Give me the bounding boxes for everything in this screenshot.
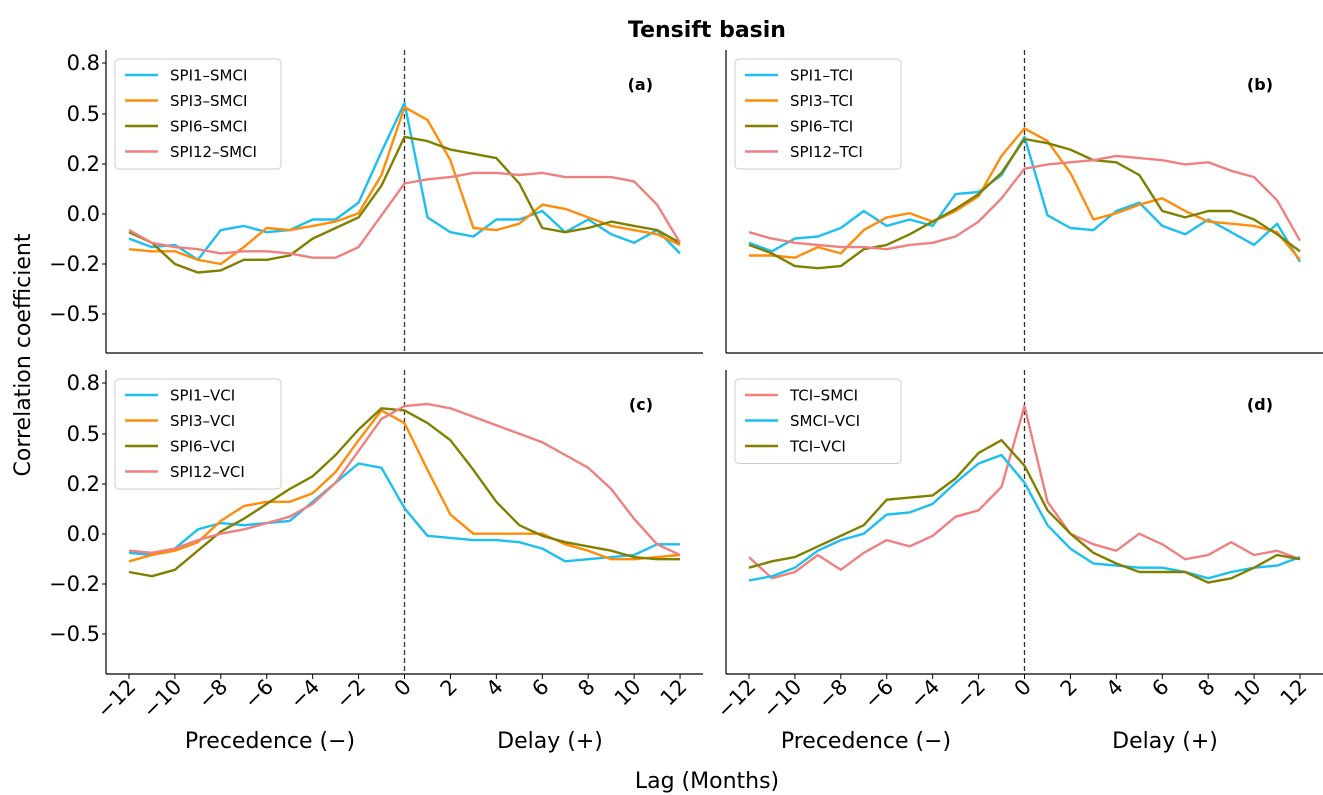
precedence-label-left: Precedence (−) — [185, 729, 355, 754]
series-line-spi12-smci — [128, 171, 682, 259]
delay-label-left: Delay (+) — [497, 729, 603, 754]
panel-label: (c) — [629, 395, 653, 414]
x-tick-label: 8 — [573, 675, 599, 701]
series-line-spi6-tci — [748, 137, 1301, 270]
series-line-spi3-tci — [749, 127, 1301, 261]
legend-entry: SPI1–TCI — [790, 67, 853, 85]
x-tick-label: 8 — [1193, 675, 1219, 701]
panel-label: (d) — [1247, 395, 1273, 414]
legend-frame — [114, 58, 282, 170]
y-tick-label: −0.2 — [49, 572, 100, 596]
x-tick-label: −2 — [951, 675, 990, 714]
y-tick-label: 0.8 — [67, 371, 100, 395]
x-tick-label: 12 — [1276, 675, 1312, 711]
y-tick-label: −0.5 — [49, 302, 100, 326]
series-line-spi3-smci — [128, 105, 681, 266]
series-line-smci-vci — [748, 453, 1301, 582]
x-tick-label: −8 — [193, 675, 232, 714]
legend-entry: SPI1–SMCI — [170, 67, 247, 85]
x-tick-label: 0 — [1010, 675, 1036, 701]
legend-entry: SPI3–TCI — [790, 92, 853, 110]
legend-entry: SPI12–VCI — [170, 463, 245, 481]
series-line-spi12-tci — [748, 154, 1302, 251]
series-line-spi12-vci — [128, 402, 681, 557]
legend-entry: TCI–SMCI — [789, 387, 858, 405]
series-line-spi3-vci — [128, 409, 681, 563]
x-tick-label: −4 — [285, 675, 324, 714]
series-line-spi1-smci — [128, 101, 681, 261]
x-tick-label: −12 — [712, 675, 760, 723]
legend-entry: SPI6–TCI — [790, 118, 853, 136]
y-tick-label: 0.8 — [67, 51, 100, 75]
x-tick-label: −12 — [92, 675, 140, 723]
x-tick-label: −4 — [905, 675, 944, 714]
series-line-spi6-vci — [128, 407, 680, 578]
x-tick-label: −8 — [813, 675, 852, 714]
legend-frame — [734, 378, 902, 464]
x-axis-label: Lag (Months) — [635, 769, 779, 794]
panel-b: SPI1–TCI SPI3–TCI SPI6–TCI SPI12–TCI (b) — [725, 50, 1323, 354]
series-line-spi1-vci — [128, 462, 680, 563]
x-tick-label: 2 — [436, 675, 462, 701]
x-tick-label: 4 — [481, 675, 507, 701]
legend: SPI1–VCI SPI3–VCI SPI6–VCI SPI12–VCI — [114, 378, 282, 490]
delay-label-right: Delay (+) — [1112, 729, 1218, 754]
panel-c: 0.80.50.20.0−0.2−0.5−12−10 −8 −6 −4 −2 0 2 4 6 8 1… — [49, 370, 703, 723]
x-tick-label: 10 — [1230, 675, 1266, 711]
series-line-tci-vci — [748, 439, 1301, 584]
y-tick-label: 0.5 — [67, 422, 100, 446]
legend-frame — [114, 378, 282, 490]
precedence-label-right: Precedence (−) — [781, 729, 951, 754]
x-tick-label: −10 — [758, 675, 806, 723]
y-tick-label: 0.0 — [67, 202, 100, 226]
legend-entry: SPI3–SMCI — [170, 92, 247, 110]
x-tick-label: 6 — [527, 675, 553, 701]
legend-entry: SPI3–VCI — [170, 412, 235, 430]
legend-entry: SPI12–TCI — [790, 143, 863, 161]
panel-label: (a) — [628, 75, 653, 94]
x-tick-label: −6 — [859, 675, 898, 714]
series-line-spi6-smci — [128, 135, 681, 274]
legend-entry: TCI–VCI — [789, 438, 846, 456]
panel-d: −12−10 −8 −6 −4 −2 0 2 4 6 8 10 12TCI–SMCISMCI–VCIT… — [712, 370, 1323, 723]
panel-label: (b) — [1247, 75, 1273, 94]
x-tick-label: 6 — [1147, 675, 1173, 701]
x-tick-label: 10 — [610, 675, 646, 711]
legend: TCI–SMCI SMCI–VCI TCI–VCI — [734, 378, 902, 464]
y-tick-label: −0.2 — [49, 252, 100, 276]
legend-entry: SPI12–SMCI — [170, 143, 257, 161]
y-tick-label: 0.2 — [67, 152, 100, 176]
legend-entry: SPI6–VCI — [170, 438, 235, 456]
y-tick-label: 0.2 — [67, 472, 100, 496]
y-tick-label: 0.0 — [67, 522, 100, 546]
legend-entry: SPI1–VCI — [170, 387, 235, 405]
x-tick-label: 4 — [1101, 675, 1127, 701]
x-tick-label: −2 — [331, 675, 370, 714]
legend-entry: SPI6–SMCI — [170, 118, 247, 136]
x-tick-label: 12 — [656, 675, 692, 711]
legend-frame — [734, 58, 902, 170]
y-tick-label: −0.5 — [49, 622, 100, 646]
series-line-tci-smci — [748, 404, 1301, 580]
figure-title: Tensift basin — [628, 18, 786, 43]
series-line-spi1-tci — [748, 135, 1302, 263]
x-tick-label: −6 — [239, 675, 278, 714]
y-axis-label: Correlation coefficient — [11, 233, 36, 476]
panel-a: 0.80.50.20.0−0.2−0.5SPI1–SMCISPI3–SMCISP… — [49, 50, 703, 354]
x-tick-label: −10 — [138, 675, 186, 723]
x-tick-label: 0 — [390, 675, 416, 701]
panels: 0.80.50.20.0−0.2−0.5SPI1–SMCISPI3–SMCISP… — [49, 50, 1323, 723]
x-tick-label: 2 — [1056, 675, 1082, 701]
legend: SPI1–SMCI SPI3–SMCI SPI6–SMCI SPI12–SMCI — [114, 58, 282, 170]
legend: SPI1–TCI SPI3–TCI SPI6–TCI SPI12–TCI — [734, 58, 902, 170]
legend-entry: SMCI–VCI — [790, 412, 860, 430]
y-tick-label: 0.5 — [67, 102, 100, 126]
